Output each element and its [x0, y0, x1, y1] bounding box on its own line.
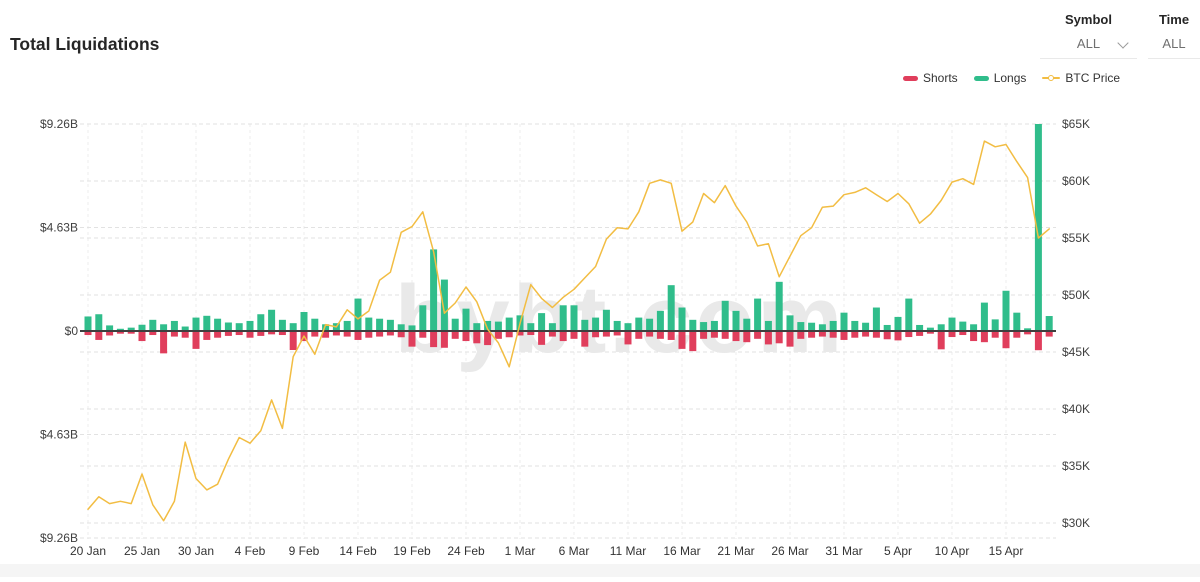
svg-text:30 Jan: 30 Jan	[178, 544, 214, 558]
symbol-label: Symbol	[1065, 12, 1112, 27]
svg-text:16 Mar: 16 Mar	[663, 544, 700, 558]
svg-text:1 Mar: 1 Mar	[505, 544, 536, 558]
time-select[interactable]: ALL	[1148, 31, 1200, 59]
legend: Shorts Longs BTC Price	[903, 71, 1120, 85]
svg-text:4 Feb: 4 Feb	[235, 544, 266, 558]
svg-text:$0: $0	[65, 324, 79, 338]
symbol-control: Symbol ALL	[1040, 12, 1137, 59]
svg-text:26 Mar: 26 Mar	[771, 544, 808, 558]
bottom-strip	[0, 564, 1200, 577]
svg-text:$50K: $50K	[1062, 288, 1090, 302]
legend-item-shorts[interactable]: Shorts	[903, 71, 958, 85]
legend-item-longs[interactable]: Longs	[973, 71, 1027, 85]
btc-price-line-marker-icon	[1042, 74, 1061, 81]
legend-label-btc-price: BTC Price	[1065, 71, 1121, 85]
symbol-select[interactable]: ALL	[1040, 31, 1137, 59]
longs-swatch-icon	[973, 75, 989, 81]
svg-text:11 Mar: 11 Mar	[610, 544, 646, 558]
legend-label-shorts: Shorts	[923, 71, 958, 85]
svg-text:$4.63B: $4.63B	[40, 221, 78, 235]
shorts-swatch-icon	[903, 75, 918, 81]
svg-text:$4.63B: $4.63B	[40, 428, 78, 442]
svg-text:19 Feb: 19 Feb	[393, 544, 431, 558]
svg-text:$55K: $55K	[1062, 231, 1090, 245]
svg-text:21 Mar: 21 Mar	[717, 544, 754, 558]
legend-label-longs: Longs	[993, 71, 1027, 85]
svg-text:$45K: $45K	[1062, 345, 1090, 359]
svg-text:$40K: $40K	[1062, 402, 1090, 416]
symbol-value: ALL	[1076, 36, 1101, 51]
legend-item-btc-price[interactable]: BTC Price	[1042, 71, 1120, 85]
svg-text:$65K: $65K	[1062, 117, 1090, 131]
svg-text:5 Apr: 5 Apr	[884, 544, 912, 558]
svg-text:$30K: $30K	[1062, 516, 1090, 530]
time-value: ALL	[1162, 36, 1186, 51]
svg-text:10 Apr: 10 Apr	[935, 544, 970, 558]
time-label: Time	[1158, 12, 1190, 27]
svg-text:14 Feb: 14 Feb	[339, 544, 377, 558]
time-control: Time ALL	[1148, 12, 1200, 59]
svg-text:$9.26B: $9.26B	[40, 531, 78, 545]
svg-text:$35K: $35K	[1062, 459, 1090, 473]
svg-text:20 Jan: 20 Jan	[70, 544, 106, 558]
svg-text:24 Feb: 24 Feb	[447, 544, 485, 558]
svg-text:15 Apr: 15 Apr	[989, 544, 1024, 558]
page-title: Total Liquidations	[10, 33, 160, 54]
svg-text:25 Jan: 25 Jan	[124, 544, 160, 558]
svg-text:$60K: $60K	[1062, 174, 1090, 188]
svg-text:31 Mar: 31 Mar	[825, 544, 862, 558]
svg-text:$9.26B: $9.26B	[40, 117, 78, 131]
svg-text:6 Mar: 6 Mar	[559, 544, 590, 558]
svg-text:9 Feb: 9 Feb	[289, 544, 320, 558]
